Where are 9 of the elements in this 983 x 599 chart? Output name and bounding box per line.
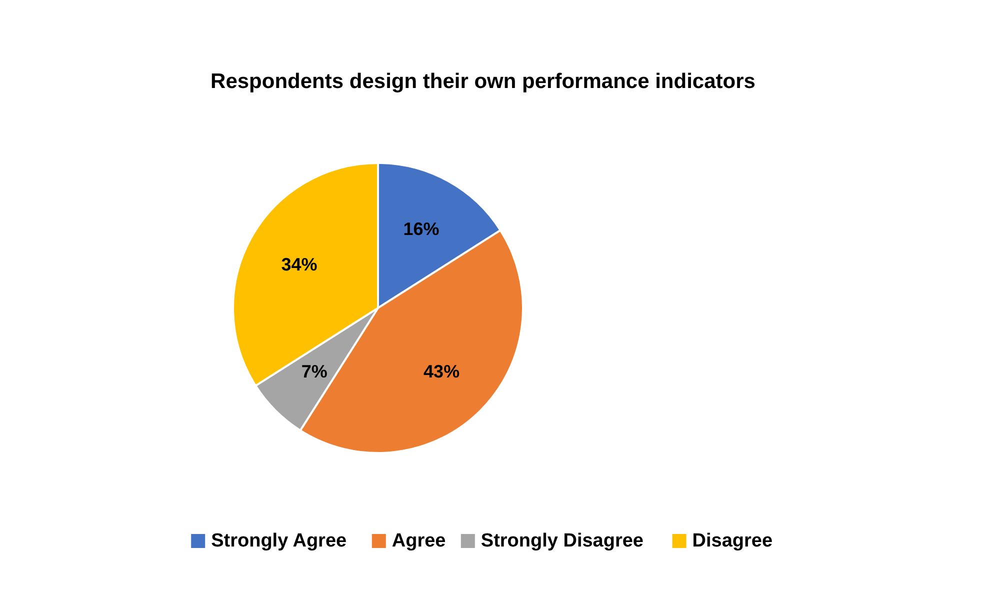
- data-label: 7%: [301, 362, 328, 382]
- legend-label: Agree: [392, 530, 446, 552]
- legend-label: Disagree: [692, 530, 773, 552]
- data-label: 16%: [403, 219, 440, 240]
- data-label: 34%: [281, 254, 318, 275]
- chart-title: Respondents design their own performance indicators: [210, 70, 756, 93]
- legend-label: Strongly Agree: [211, 530, 347, 552]
- data-label: 43%: [424, 362, 460, 382]
- legend-label: Strongly Disagree: [480, 530, 644, 552]
